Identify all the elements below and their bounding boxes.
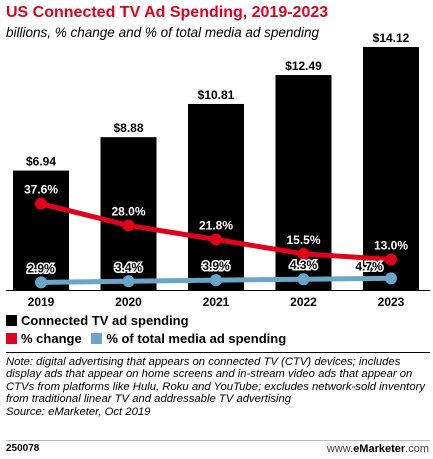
- share-point-2021: [210, 274, 222, 287]
- legend-swatch-black: [6, 315, 17, 326]
- brand-link[interactable]: www.eMarketer.com: [327, 443, 429, 455]
- legend-swatch-red: [6, 333, 17, 344]
- bar-label-2022: $12.49: [285, 59, 322, 73]
- x-tick-2023: 2023: [378, 295, 405, 309]
- share-point-2022: [297, 273, 310, 286]
- bar-label-2023: $14.12: [373, 31, 410, 45]
- x-tick-2022: 2022: [290, 295, 317, 309]
- x-tick-2021: 2021: [203, 295, 230, 309]
- chart-subtitle: billions, % change and % of total media …: [6, 25, 319, 40]
- brand-prefix: www.: [326, 443, 354, 455]
- change-point-2021: [210, 233, 222, 246]
- change-point-2019: [35, 197, 47, 210]
- share-point-2020: [122, 275, 135, 288]
- bar-2020: [100, 137, 157, 290]
- note-divider: [6, 352, 430, 353]
- legend-swatch-blue: [91, 333, 103, 344]
- change-label-2021: 21.8%: [199, 219, 233, 233]
- change-point-2020: [122, 219, 135, 232]
- share-label-2023: 4.7%: [355, 259, 383, 273]
- note-text: Note: digital advertising that appears o…: [6, 356, 426, 406]
- share-label-2019: 2.9%: [27, 261, 55, 275]
- change-point-2022: [297, 247, 310, 260]
- share-label-2020: 3.4%: [115, 260, 143, 274]
- bar-2019: [13, 170, 69, 290]
- bar-label-2020: $8.88: [113, 121, 143, 135]
- brand-name: eMarketer: [353, 443, 406, 455]
- x-tick-2020: 2020: [115, 295, 142, 309]
- x-tick-2019: 2019: [28, 295, 55, 309]
- legend-item-bars: Connected TV ad spending: [6, 313, 189, 329]
- chart-id: 250078: [6, 443, 40, 454]
- bar-2023: [363, 47, 419, 290]
- bar-2021: [188, 103, 244, 290]
- legend-label-share: % of total media ad spending: [106, 331, 287, 346]
- change-label-2023: 13.0%: [374, 238, 408, 252]
- legend-label-change: % change: [21, 331, 82, 346]
- brand-suffix: .com: [405, 443, 429, 455]
- bar-label-2019: $6.94: [26, 155, 56, 169]
- share-point-2023: [385, 272, 397, 285]
- bar-label-2021: $10.81: [198, 88, 235, 102]
- chart-note: Note: digital advertising that appears o…: [6, 356, 430, 418]
- chart-plot: $6.94 $8.88 $10.81 $12.49 $14.12 2019 2020 2021…: [6, 31, 430, 309]
- footer-divider: [6, 440, 430, 441]
- source-text: Source: eMarketer, Oct 2019: [6, 405, 151, 418]
- change-point-2023: [385, 253, 397, 266]
- legend-item-lines: % change % of total media ad spending: [6, 331, 286, 347]
- share-point-2019: [35, 276, 47, 289]
- change-label-2019: 37.6%: [24, 183, 58, 197]
- share-label-2022: 4.3%: [290, 258, 318, 272]
- change-label-2020: 28.0%: [111, 204, 145, 218]
- share-label-2021: 3.9%: [202, 259, 230, 273]
- chart-title: US Connected TV Ad Spending, 2019-2023: [6, 4, 329, 21]
- legend-label-bars: Connected TV ad spending: [21, 313, 189, 328]
- change-label-2022: 15.5%: [286, 233, 320, 247]
